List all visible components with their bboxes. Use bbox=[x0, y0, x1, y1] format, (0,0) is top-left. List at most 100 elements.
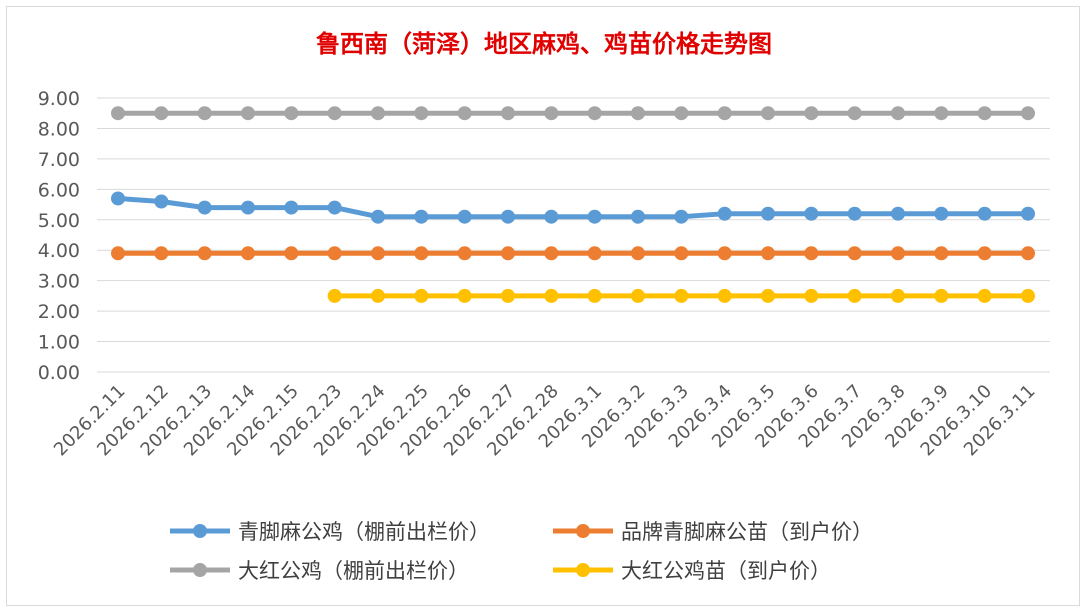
data-point bbox=[674, 209, 689, 224]
data-point bbox=[761, 288, 775, 303]
y-tick-label: 8.00 bbox=[38, 118, 80, 140]
data-point bbox=[934, 246, 949, 261]
data-point bbox=[544, 106, 559, 121]
data-point bbox=[111, 191, 125, 206]
data-point bbox=[977, 206, 992, 221]
legend-swatch-marker bbox=[193, 524, 207, 538]
legend-item: 青脚麻公鸡（棚前出栏价） bbox=[170, 520, 490, 544]
legend-label: 青脚麻公鸡（棚前出栏价） bbox=[238, 520, 490, 544]
data-point bbox=[587, 288, 602, 303]
data-point bbox=[154, 246, 169, 261]
data-point bbox=[197, 200, 212, 215]
data-point bbox=[631, 288, 645, 303]
data-point bbox=[371, 288, 385, 303]
legend-swatch-marker bbox=[576, 524, 590, 538]
y-tick-label: 9.00 bbox=[38, 88, 80, 110]
data-point bbox=[674, 246, 689, 261]
data-point bbox=[197, 106, 212, 121]
data-point bbox=[717, 206, 732, 221]
data-point bbox=[1021, 106, 1035, 121]
series-lines bbox=[111, 106, 1035, 303]
data-point bbox=[111, 106, 125, 121]
legend-item: 品牌青脚麻公苗（到户价） bbox=[553, 520, 873, 544]
data-point bbox=[977, 246, 992, 261]
data-point bbox=[414, 209, 429, 224]
data-point bbox=[674, 106, 689, 121]
data-point bbox=[327, 246, 342, 261]
data-point bbox=[1021, 206, 1035, 221]
y-tick-label: 6.00 bbox=[38, 179, 80, 201]
data-point bbox=[544, 246, 559, 261]
data-point bbox=[197, 246, 212, 261]
data-point bbox=[587, 106, 602, 121]
legend-label: 品牌青脚麻公苗（到户价） bbox=[621, 520, 873, 544]
data-point bbox=[717, 106, 732, 121]
y-tick-label: 3.00 bbox=[38, 271, 80, 293]
data-point bbox=[631, 209, 645, 224]
data-point bbox=[891, 288, 905, 303]
data-point bbox=[1021, 246, 1035, 261]
y-tick-label: 0.00 bbox=[38, 362, 80, 384]
data-point bbox=[891, 206, 905, 221]
data-point bbox=[501, 288, 515, 303]
legend-label: 大红公鸡（棚前出栏价） bbox=[238, 559, 469, 583]
data-point bbox=[241, 106, 255, 121]
legend: 青脚麻公鸡（棚前出栏价） 品牌青脚麻公苗（到户价） 大红公鸡（棚前出栏价） 大红公鸡苗… bbox=[170, 520, 873, 583]
legend-swatch-marker bbox=[576, 563, 590, 577]
data-point bbox=[761, 106, 775, 121]
y-tick-label: 7.00 bbox=[38, 149, 80, 171]
data-point bbox=[804, 288, 819, 303]
data-point bbox=[934, 106, 949, 121]
y-axis-ticks: 0.00 1.00 2.00 3.00 4.00 5.00 6.00 7.00 8.00 9.00 bbox=[38, 88, 80, 384]
data-point bbox=[414, 106, 429, 121]
data-point bbox=[631, 106, 645, 121]
data-point bbox=[457, 288, 472, 303]
data-point bbox=[761, 246, 775, 261]
data-point bbox=[371, 246, 385, 261]
data-point bbox=[847, 206, 862, 221]
y-tick-label: 2.00 bbox=[38, 301, 80, 323]
data-point bbox=[717, 246, 732, 261]
data-point bbox=[501, 106, 515, 121]
chart-frame bbox=[6, 6, 1080, 606]
data-point bbox=[501, 246, 515, 261]
data-point bbox=[327, 106, 342, 121]
series-line bbox=[117, 195, 1028, 220]
data-point bbox=[414, 288, 429, 303]
data-point bbox=[804, 246, 819, 261]
data-point bbox=[934, 288, 949, 303]
data-point bbox=[457, 209, 472, 224]
data-point bbox=[761, 206, 775, 221]
data-point bbox=[847, 288, 862, 303]
series-3 bbox=[327, 288, 1035, 303]
data-point bbox=[717, 288, 732, 303]
data-point bbox=[501, 209, 515, 224]
data-point bbox=[327, 288, 342, 303]
data-point bbox=[847, 106, 862, 121]
data-point bbox=[111, 246, 125, 261]
data-point bbox=[587, 246, 602, 261]
series-2 bbox=[111, 106, 1035, 121]
legend-item: 大红公鸡（棚前出栏价） bbox=[170, 559, 469, 583]
data-point bbox=[154, 106, 169, 121]
y-tick-label: 5.00 bbox=[38, 210, 80, 232]
data-point bbox=[457, 106, 472, 121]
data-point bbox=[977, 288, 992, 303]
y-tick-label: 1.00 bbox=[38, 332, 80, 354]
data-point bbox=[284, 106, 299, 121]
data-point bbox=[327, 200, 342, 215]
data-point bbox=[674, 288, 689, 303]
data-point bbox=[847, 246, 862, 261]
data-point bbox=[241, 200, 255, 215]
series-0 bbox=[111, 191, 1035, 224]
data-point bbox=[457, 246, 472, 261]
data-point bbox=[587, 209, 602, 224]
data-point bbox=[891, 106, 905, 121]
x-axis-ticks: 2026.2.112026.2.122026.2.132026.2.142026… bbox=[50, 381, 1040, 461]
series-1 bbox=[111, 246, 1035, 261]
data-point bbox=[544, 288, 559, 303]
chart-title: 鲁西南（菏泽）地区麻鸡、鸡苗价格走势图 bbox=[316, 29, 772, 58]
gridlines bbox=[97, 97, 1050, 373]
legend-item: 大红公鸡苗（到户价） bbox=[553, 559, 831, 583]
data-point bbox=[154, 194, 169, 209]
